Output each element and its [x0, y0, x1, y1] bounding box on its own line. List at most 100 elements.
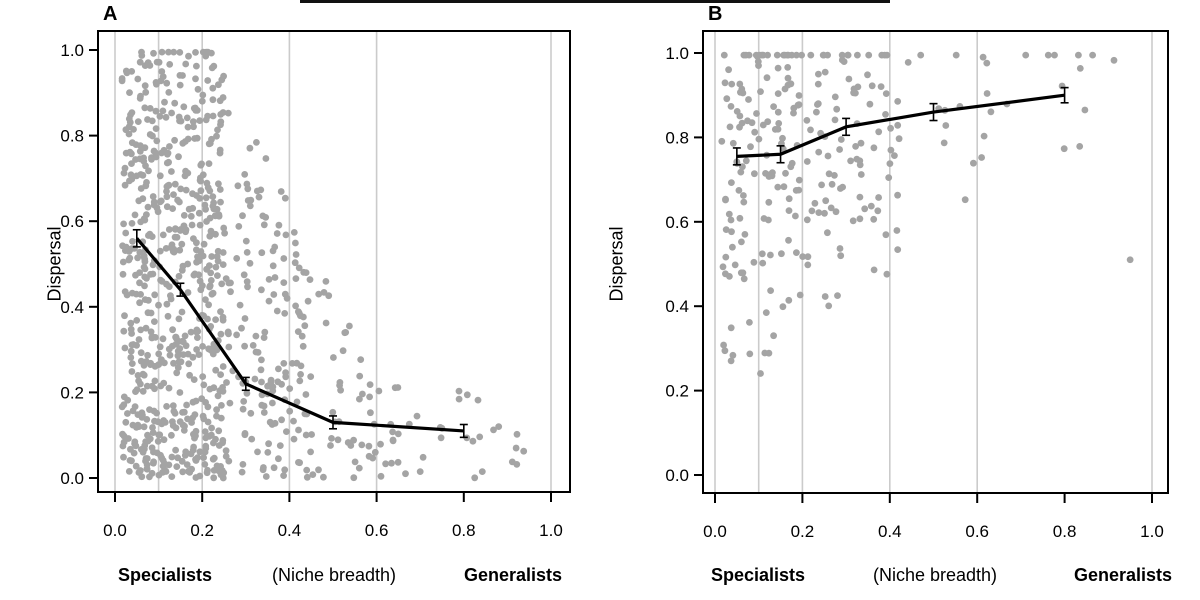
- scatter-point: [290, 417, 297, 425]
- scatter-point: [191, 434, 198, 442]
- scatter-point: [737, 88, 744, 96]
- scatter-point: [315, 466, 322, 474]
- scatter-point: [121, 288, 129, 295]
- scatter-point: [189, 118, 197, 125]
- scatter-point: [219, 261, 227, 268]
- scatter-point: [755, 135, 763, 143]
- scatter-point: [222, 447, 230, 455]
- scatter-point: [513, 461, 521, 468]
- scatter-point: [202, 116, 210, 124]
- scatter-point: [247, 409, 255, 417]
- scatter-point: [371, 448, 379, 456]
- scatter-point: [146, 131, 154, 138]
- scatter-point: [725, 210, 733, 218]
- scatter-point: [156, 113, 164, 120]
- scatter-point: [269, 247, 277, 255]
- scatter-point: [153, 409, 161, 417]
- scatter-point: [807, 126, 814, 134]
- scatter-point: [727, 216, 735, 224]
- scatter-point: [209, 112, 217, 120]
- scatter-point: [124, 396, 132, 404]
- scatter-point: [221, 229, 229, 237]
- scatter-point: [891, 152, 898, 160]
- scatter-point: [207, 277, 215, 284]
- scatter-point: [758, 250, 766, 258]
- scatter-point: [168, 473, 176, 480]
- scatter-point: [192, 456, 199, 463]
- scatter-point: [292, 302, 299, 310]
- scatter-point: [394, 384, 402, 391]
- scatter-point: [205, 301, 213, 309]
- scatter-point: [815, 209, 823, 217]
- scatter-point: [1044, 51, 1052, 59]
- scatter-point: [136, 58, 144, 66]
- scatter-point: [850, 85, 858, 93]
- scatter-point: [413, 412, 421, 420]
- scatter-point: [168, 453, 176, 461]
- scatter-point: [260, 464, 267, 471]
- scatter-point: [212, 366, 220, 374]
- scatter-point: [137, 380, 144, 388]
- scatter-point: [219, 313, 227, 321]
- scatter-point: [181, 422, 188, 430]
- x-caption-niche-breadth-a: (Niche breadth): [271, 565, 397, 585]
- scatter-point: [128, 220, 136, 227]
- scatter-point: [402, 470, 409, 478]
- scatter-point: [208, 135, 215, 143]
- scatter-point: [867, 202, 875, 210]
- scatter-point: [861, 205, 869, 213]
- scatter-point: [811, 199, 819, 207]
- scatter-point: [885, 174, 893, 182]
- scatter-point: [136, 279, 143, 287]
- scatter-point: [172, 446, 180, 454]
- scatter-point: [186, 371, 194, 379]
- scatter-point: [952, 51, 960, 59]
- scatter-point: [836, 146, 843, 153]
- scatter-point: [983, 90, 991, 97]
- scatter-point: [740, 198, 748, 206]
- scatter-point: [765, 171, 773, 179]
- scatter-point: [299, 342, 307, 350]
- scatter-point: [839, 183, 846, 191]
- scatter-point: [334, 436, 342, 444]
- y-tick-label: 0.6: [60, 212, 84, 231]
- scatter-point: [833, 105, 841, 113]
- scatter-point: [771, 125, 779, 133]
- scatter-point: [292, 239, 299, 247]
- scatter-point: [767, 287, 774, 294]
- scatter-point: [723, 95, 731, 103]
- x-tick-label: 0.6: [965, 522, 989, 541]
- scatter-point: [774, 183, 782, 191]
- scatter-point: [128, 330, 136, 337]
- scatter-point: [209, 84, 217, 92]
- scatter-point: [200, 240, 208, 248]
- scatter-point: [308, 431, 315, 438]
- scatter-point: [161, 98, 168, 106]
- scatter-point: [274, 378, 282, 386]
- scatter-point: [738, 119, 746, 127]
- scatter-point: [216, 186, 224, 193]
- scatter-point: [1081, 106, 1089, 114]
- scatter-point: [490, 426, 497, 434]
- x-tick-label: 0.8: [1053, 522, 1077, 541]
- scatter-point: [260, 221, 268, 229]
- scatter-point: [194, 253, 201, 261]
- scatter-point: [337, 386, 344, 394]
- scatter-point: [200, 381, 208, 389]
- scatter-point: [738, 238, 745, 246]
- scatter-point: [190, 376, 198, 383]
- scatter-point: [273, 307, 281, 315]
- scatter-point: [187, 328, 195, 336]
- scatter-point: [813, 108, 820, 116]
- scatter-point: [137, 326, 145, 334]
- scatter-point: [171, 180, 179, 188]
- scatter-point: [261, 328, 269, 336]
- scatter-point: [265, 276, 273, 283]
- scatter-point: [144, 203, 152, 211]
- scatter-point: [199, 282, 206, 290]
- scatter-point: [151, 362, 159, 370]
- scatter-point: [159, 231, 167, 239]
- scatter-point: [210, 62, 218, 70]
